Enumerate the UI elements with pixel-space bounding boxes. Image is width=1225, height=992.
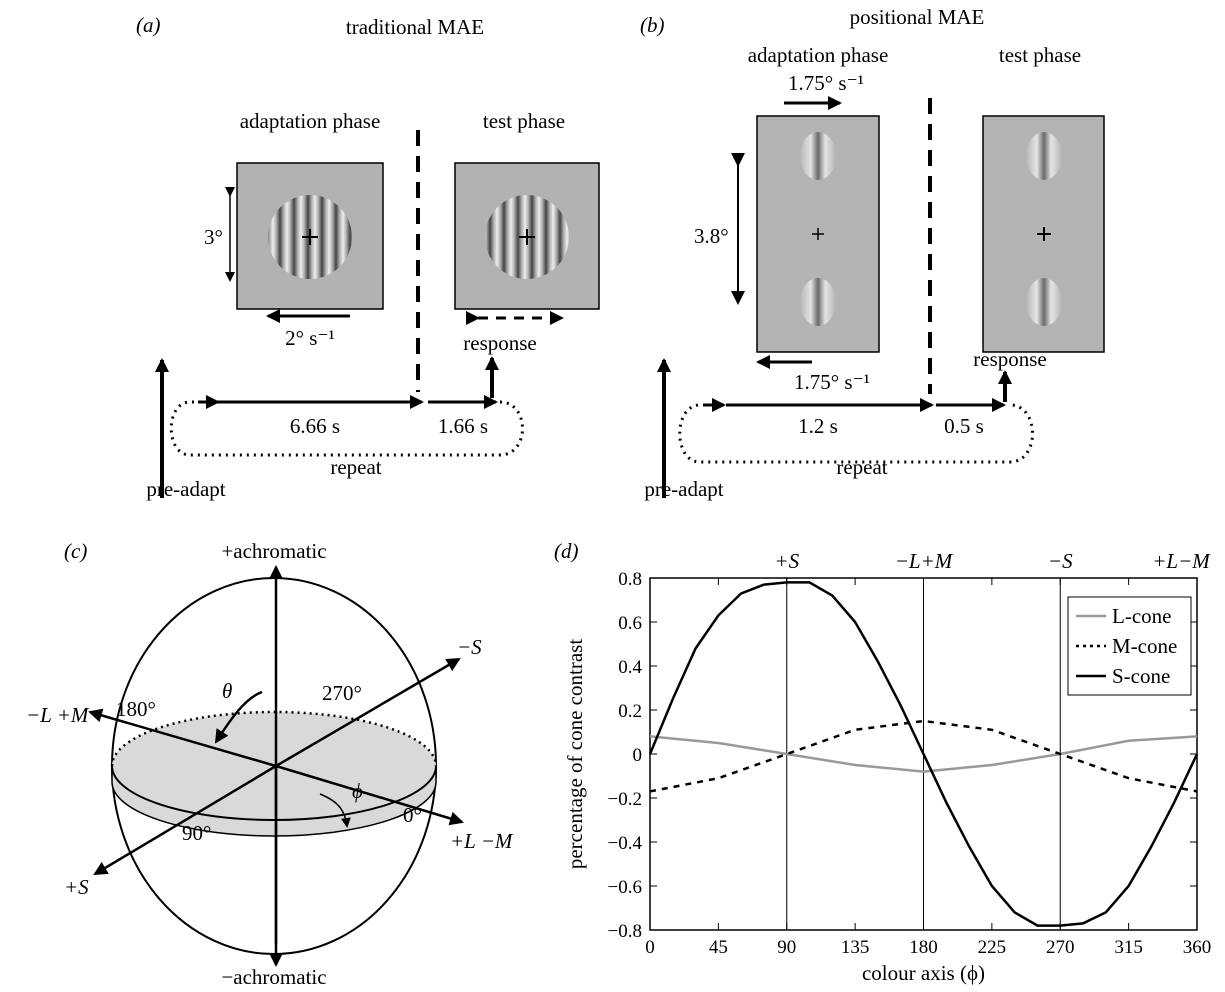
y-axis-label: percentage of cone contrast [563,639,587,869]
panel-c-deg-270: 270° [322,681,362,705]
panel-a-speed-label: 2° s⁻¹ [285,326,335,350]
panel-c-minus-s: −S [457,635,482,659]
panel-b-preadapt-label: pre-adapt [644,477,723,501]
x-tick-label: 180 [909,937,938,958]
panel-d: (d) 0 45 90 135 180 225 270 315 3600.80.60.40.20… [554,539,1211,985]
panel-a-adapt-fixation [302,229,318,245]
panel-c-theta-arc [214,690,263,744]
panel-c-phi: ϕ [352,779,363,803]
legend-label: M-cone [1112,634,1177,658]
x-tick-label: 0 [645,937,655,958]
panel-b-adapt-duration: 1.2 s [798,414,838,438]
panel-a-response-label: response [463,331,536,355]
series-line-s-cone [648,581,1199,927]
panel-c-phi-arc [319,793,351,828]
panel-c-minus-l-plus-m: −L +M [26,703,90,727]
panel-c-plus-l-minus-m: +L −M [450,829,514,853]
panel-b-adapt-top-gabor [800,132,836,180]
panel-a-repeat-label: repeat [330,455,381,479]
panel-a-letter: (a) [136,13,161,37]
panel-b-size-label: 3.8° [694,224,729,248]
legend-box [1067,596,1192,696]
panel-c: (c) +achromatic −achromatic −S +S −L +M … [26,539,514,989]
panel-b-repeat-loop [678,403,1034,464]
panel-b-test-fixation [1037,227,1051,241]
panel-b-test-duration: 0.5 s [944,414,984,438]
y-tick-label: −0.4 [608,833,643,854]
panel-b-repeat-label: repeat [836,455,887,479]
top-axis-label: −S [1048,549,1073,573]
panel-a-preadapt-label: pre-adapt [146,477,225,501]
series-line-m-cone [649,719,1198,793]
panel-a-test-duration: 1.66 s [438,414,488,438]
panel-c-deg-0: 0° [403,803,422,827]
panel-b-title: positional MAE [850,5,985,29]
panel-c-plus-l-minus-m-arrow [275,764,464,826]
x-tick-label: 135 [841,937,870,958]
panel-c-equator-front [111,765,437,821]
x-tick-label: 360 [1183,937,1212,958]
legend-label: L-cone [1112,604,1171,628]
panel-a-test-label: test phase [483,109,565,133]
x-tick-label: 45 [709,937,728,958]
panel-d-letter: (d) [554,539,579,563]
x-tick-label: 270 [1046,937,1075,958]
y-tick-label: 0.2 [618,701,642,722]
panel-b-test-top-gabor [1026,132,1062,180]
x-tick-label: 90 [777,937,796,958]
x-axis-label: colour axis (ϕ) [862,961,985,985]
y-tick-label: 0.4 [618,657,642,678]
panel-a-size-label: 3° [204,225,223,249]
panel-a-adaptation-label: adaptation phase [240,109,381,133]
series-line-l-cone [649,735,1198,773]
panel-c-plus-s-arrow [93,764,277,876]
panel-b-adapt-bottom-gabor [800,278,836,326]
panel-c-equator-back [110,710,438,767]
panel-c-deg-180: 180° [116,697,156,721]
panel-c-plus-achromatic: +achromatic [221,539,326,563]
panel-b: (b) positional MAE adaptation phase test… [640,5,1105,501]
panel-b-letter: (b) [640,13,665,37]
panel-c-minus-achromatic: −achromatic [221,965,326,989]
x-tick-label: 315 [1114,937,1143,958]
panel-c-letter: (c) [64,539,87,563]
panel-c-minus-s-arrow [275,657,461,768]
panel-b-test-bottom-gabor [1026,278,1062,326]
panel-b-speed-top-label: 1.75° s⁻¹ [788,71,864,95]
panel-b-response-label: response [973,347,1046,371]
panel-c-deg-90: 90° [182,821,211,845]
panel-a-title: traditional MAE [346,15,484,39]
panel-d-chart: 0 45 90 135 180 225 270 315 360 0.8 0.6 0.4 0.2 0 −0.2… [563,549,1211,985]
y-tick-label: 0 [633,745,643,766]
top-axis-label: +L−M [1152,549,1211,573]
x-tick-label: 225 [978,937,1007,958]
y-tick-label: 0.8 [618,569,642,590]
top-axis-label: −L+M [895,549,954,573]
panel-a: (a) traditional MAE adaptation phase tes… [136,13,600,501]
top-axis-label: +S [774,549,799,573]
y-tick-label: 0.6 [618,613,642,634]
panel-a-test-fixation [519,229,535,245]
panel-b-adapt-fixation [812,228,824,240]
y-tick-label: −0.8 [608,921,642,942]
legend-label: S-cone [1112,664,1170,688]
panel-b-test-label: test phase [999,43,1081,67]
panel-c-theta: θ [222,679,232,703]
y-tick-label: −0.6 [608,877,642,898]
y-tick-label: −0.2 [608,789,642,810]
panel-b-speed-bottom-label: 1.75° s⁻¹ [794,370,870,394]
panel-b-adaptation-label: adaptation phase [748,43,889,67]
panel-c-minus-l-plus-m-arrow [88,708,277,768]
panel-a-adapt-duration: 6.66 s [290,414,340,438]
panel-c-plus-s: +S [64,875,89,899]
